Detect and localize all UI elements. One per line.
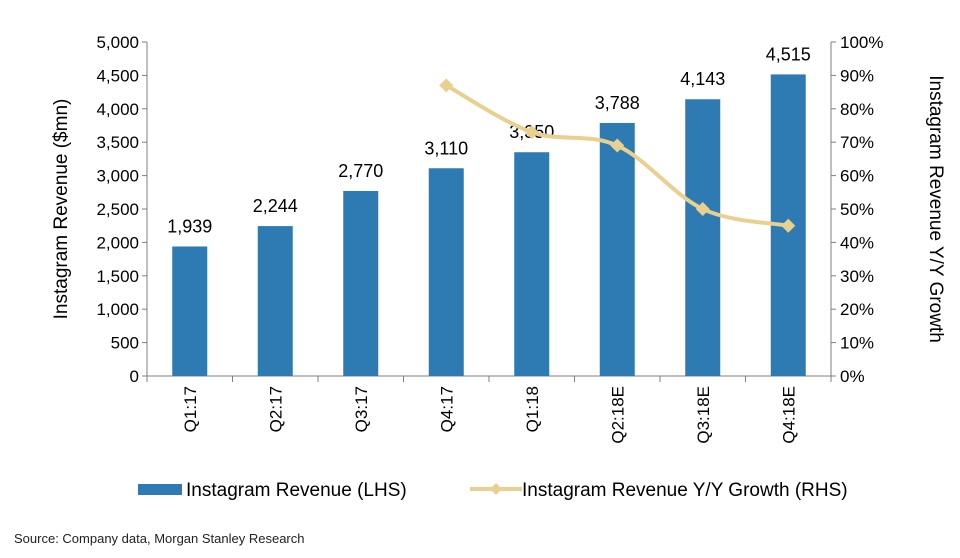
right-tick-label: 100% [840,33,883,52]
bar-data-label: 1,939 [167,216,212,236]
bar-data-label: 2,244 [253,196,298,216]
source-note: Source: Company data, Morgan Stanley Res… [14,531,305,546]
bar [257,226,293,376]
x-tick-label: Q4:18E [779,386,798,444]
legend-line-marker [490,483,502,495]
left-tick-label: 500 [111,334,139,353]
right-tick-label: 10% [840,334,874,353]
x-tick-label: Q4:17 [437,386,456,432]
legend-bar-label: Instagram Revenue (LHS) [186,480,407,501]
bar-data-label: 4,515 [766,44,811,64]
bar-data-label: 2,770 [338,161,383,181]
bar-data-label: 3,788 [595,93,640,113]
right-tick-label: 0% [840,367,865,386]
right-tick-label: 70% [840,133,874,152]
left-axis-title: Instagram Revenue ($mn) [51,99,72,320]
x-tick-label: Q2:17 [266,386,285,432]
right-axis-title: Instagram Revenue Y/Y Growth [925,75,946,343]
right-tick-label: 80% [840,100,874,119]
growth-marker [439,78,454,93]
left-tick-label: 4,500 [96,66,139,85]
bar [599,122,635,376]
right-tick-label: 60% [840,167,874,186]
left-tick-label: 3,000 [96,167,139,186]
bar [172,246,208,376]
right-tick-label: 30% [840,267,874,286]
left-tick-label: 0 [130,367,139,386]
x-tick-label: Q1:17 [181,386,200,432]
bar-data-label: 3,110 [424,138,468,158]
left-tick-label: 3,500 [96,133,139,152]
plot-area: 0 500 1,000 1,500 2,000 2,500 3,000 3,500 4,000 4… [96,33,883,444]
left-tick-label: 4,000 [96,100,139,119]
bar [685,99,721,377]
growth-marker [695,202,710,216]
bar [428,168,464,376]
left-tick-label: 2,500 [96,200,139,219]
bar [514,152,550,376]
growth-marker [781,218,796,233]
right-tick-label: 50% [840,200,874,219]
left-tick-label: 1,000 [96,300,139,319]
left-tick-label: 2,000 [96,233,139,252]
legend-line-label: Instagram Revenue Y/Y Growth (RHS) [522,480,848,501]
bar-data-label: 4,143 [680,69,725,89]
x-tick-label: Q1:18 [523,386,542,432]
left-tick-label: 1,500 [96,267,139,286]
x-tick-label: Q3:17 [352,386,371,432]
x-tick-label: Q3:18E [694,386,713,444]
x-tick-label: Q2:18E [608,386,627,444]
right-tick-label: 20% [840,300,874,319]
growth-marker [524,125,539,140]
growth-marker [610,138,625,153]
right-tick-label: 40% [840,233,874,252]
legend: Instagram Revenue (LHS) Instagram Revenu… [138,480,848,501]
legend-bar-swatch [138,484,182,495]
bar [343,190,379,376]
right-tick-label: 90% [840,66,874,85]
left-tick-label: 5,000 [96,33,139,52]
